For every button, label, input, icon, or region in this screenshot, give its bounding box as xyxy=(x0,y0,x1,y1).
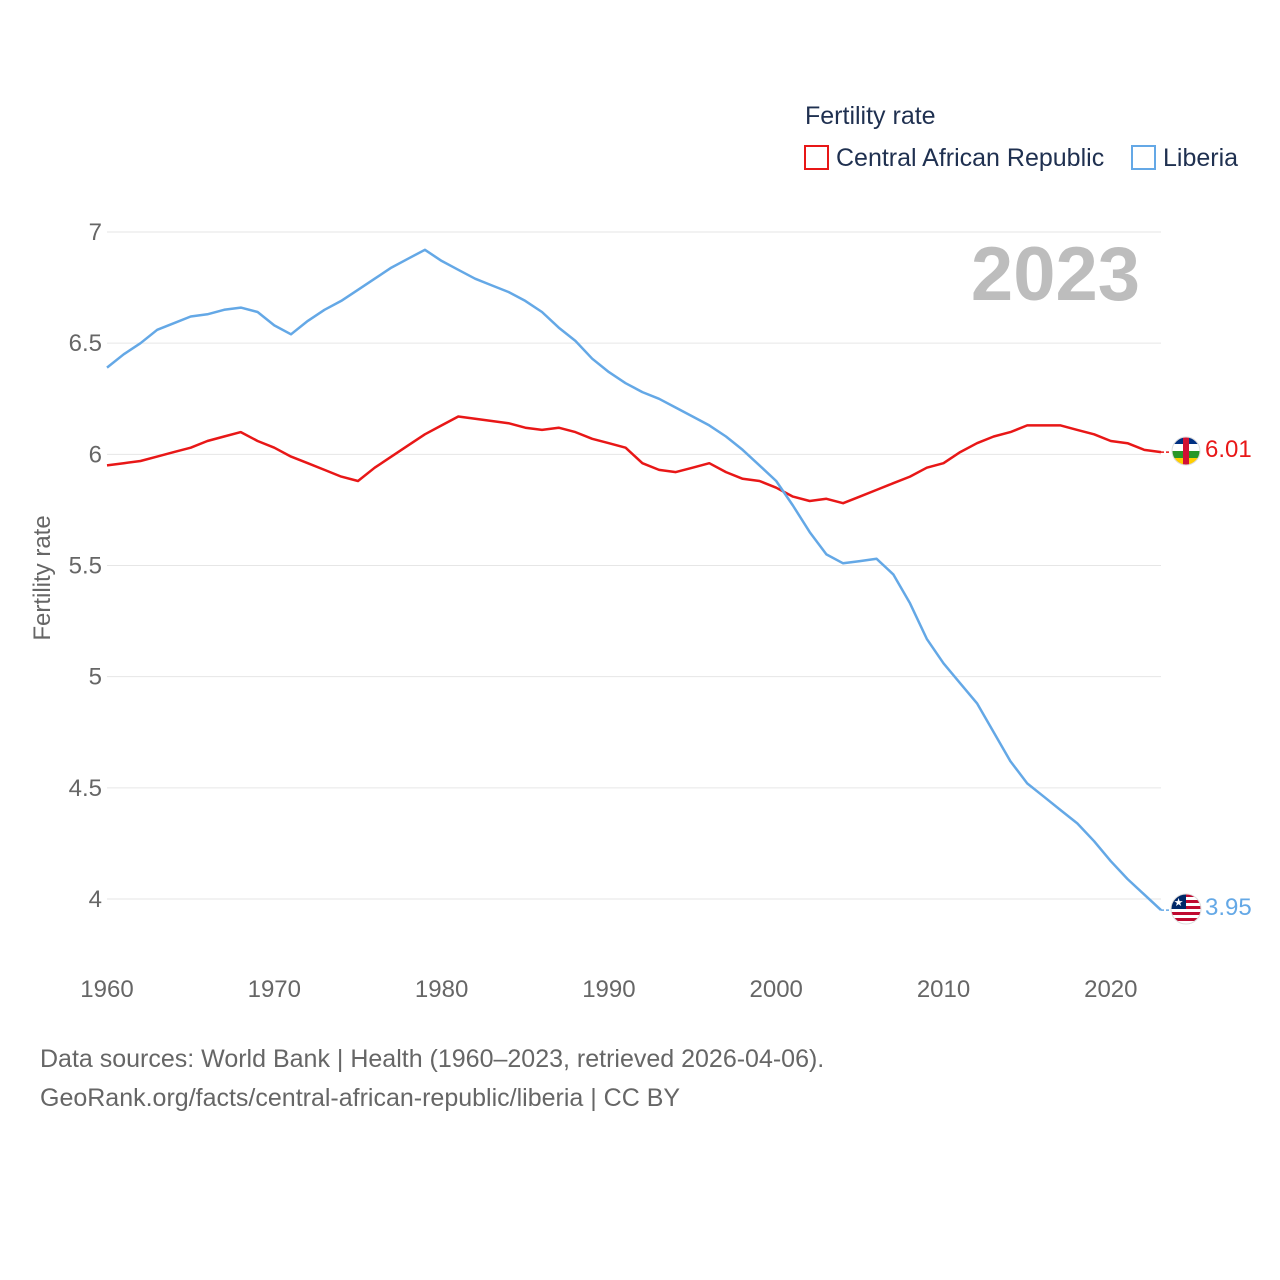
y-tick-label: 6.5 xyxy=(69,330,102,357)
legend-swatch-central-african-republic[interactable] xyxy=(804,145,829,170)
legend-label-central-african-republic[interactable]: Central African Republic xyxy=(836,144,1104,172)
end-label-liberia: 3.95 xyxy=(1205,894,1252,921)
y-axis-ticks: 4 4.5 5 5.5 6 6.5 7 xyxy=(69,219,102,913)
y-tick-label: 7 xyxy=(89,219,102,246)
series-line-central-african-republic[interactable] xyxy=(106,415,1162,505)
end-label-central-african-republic: 6.01 xyxy=(1205,436,1252,463)
x-tick-label: 1980 xyxy=(415,976,468,1003)
x-tick-label: 2000 xyxy=(750,976,803,1003)
legend-title: Fertility rate xyxy=(805,102,936,130)
y-tick-label: 4.5 xyxy=(69,775,102,802)
legend-swatch-liberia[interactable] xyxy=(1131,145,1156,170)
x-axis-ticks: 1960 1970 1980 1990 2000 2010 2020 xyxy=(80,976,1137,1003)
y-tick-label: 4 xyxy=(89,886,102,913)
liberia-flag: ★ xyxy=(1170,893,1202,925)
y-tick-label: 5 xyxy=(89,664,102,691)
svg-text:★: ★ xyxy=(1174,896,1184,909)
footer-credit[interactable]: GeoRank.org/facts/central-african-republ… xyxy=(40,1084,681,1112)
footer-sources: Data sources: World Bank | Health (1960–… xyxy=(40,1045,825,1073)
series-line-liberia[interactable] xyxy=(106,248,1162,912)
central-african-republic-flag xyxy=(1171,436,1201,466)
x-tick-label: 1990 xyxy=(582,976,635,1003)
y-tick-label: 5.5 xyxy=(69,553,102,580)
year-label: 2023 xyxy=(971,232,1140,317)
y-tick-label: 6 xyxy=(89,441,102,468)
series-lines xyxy=(106,248,1171,912)
line-chart: Fertility rate Central African Republic … xyxy=(29,102,1252,1003)
footer: Data sources: World Bank | Health (1960–… xyxy=(40,1040,824,1118)
x-tick-label: 1970 xyxy=(248,976,301,1003)
y-axis-label: Fertility rate xyxy=(29,515,56,640)
gridlines xyxy=(107,231,1161,900)
x-tick-label: 2020 xyxy=(1084,976,1137,1003)
x-tick-label: 1960 xyxy=(80,976,133,1003)
legend-label-liberia[interactable]: Liberia xyxy=(1163,144,1238,172)
x-tick-label: 2010 xyxy=(917,976,970,1003)
